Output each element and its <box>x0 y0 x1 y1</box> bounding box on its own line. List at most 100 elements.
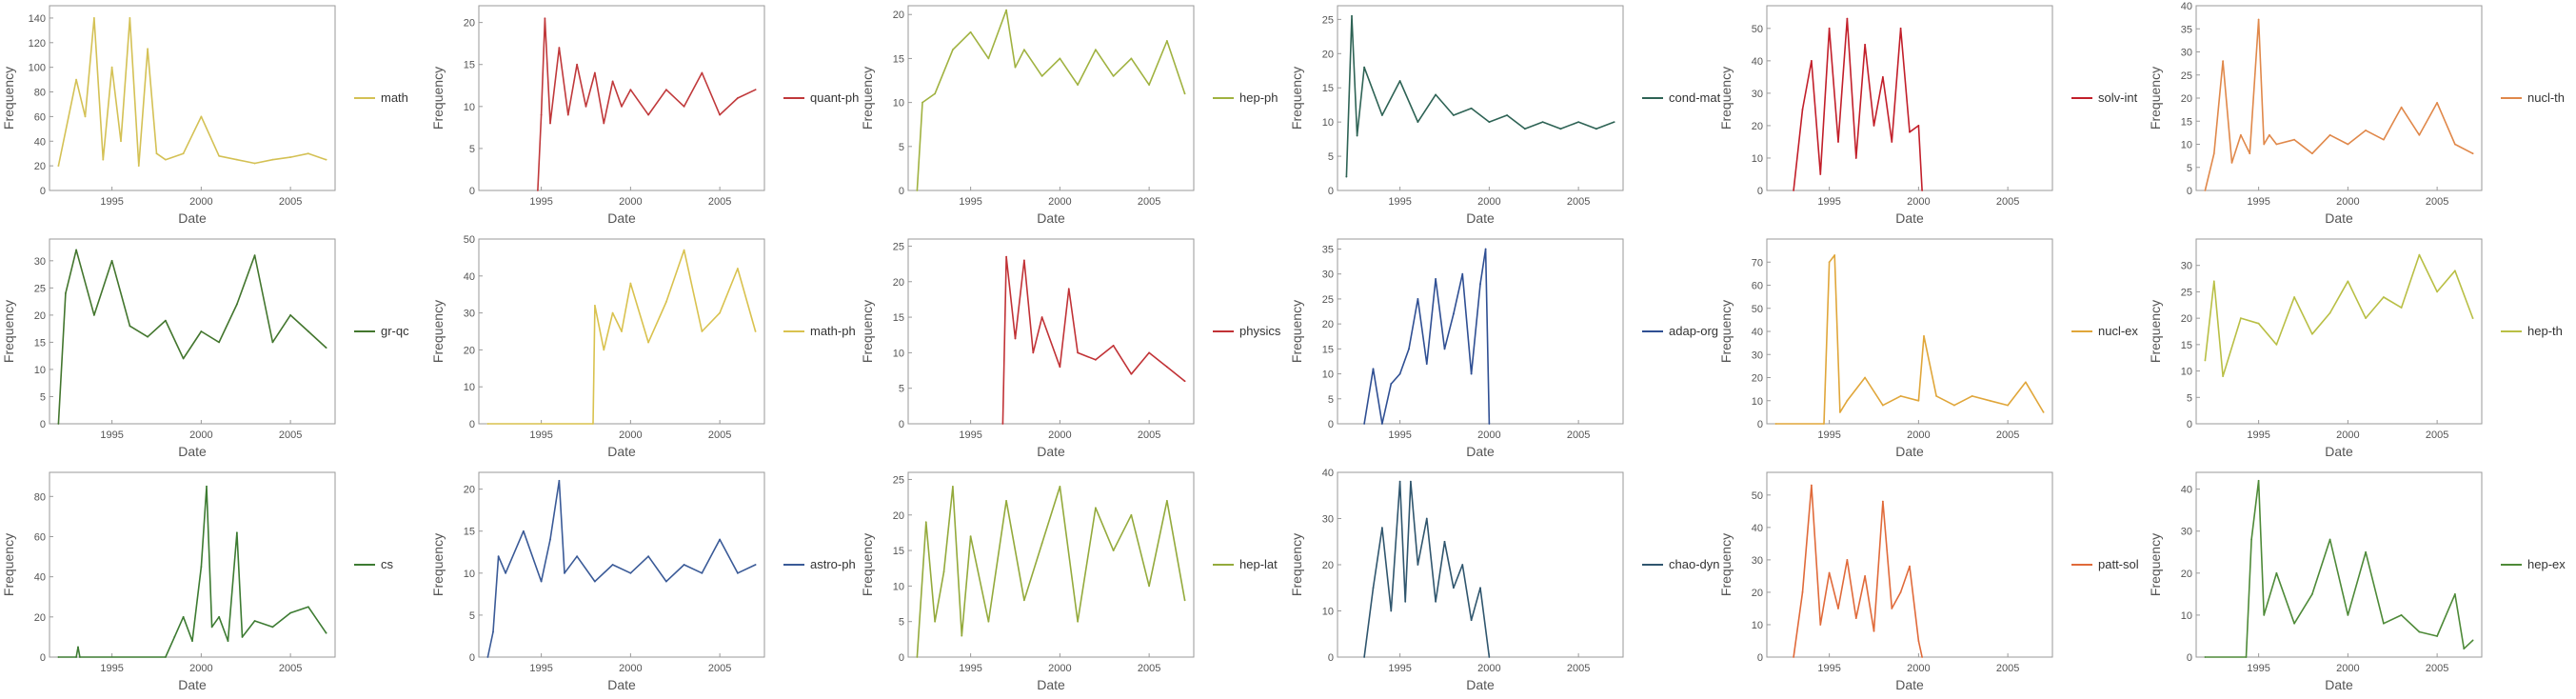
data-point <box>593 580 596 583</box>
data-point <box>1165 499 1168 502</box>
legend-label: cond-mat <box>1669 90 1721 105</box>
data-point <box>1059 486 1061 488</box>
data-point <box>271 626 274 629</box>
data-point <box>701 330 703 332</box>
x-tick-label: 2000 <box>619 663 642 674</box>
y-tick-label: 0 <box>469 186 475 197</box>
y-tick-label: 20 <box>1322 560 1334 571</box>
y-tick-label: 40 <box>1752 327 1763 338</box>
data-point <box>1380 527 1383 529</box>
data-point <box>227 640 229 643</box>
legend-label: chao-dyn <box>1669 557 1719 571</box>
data-point <box>325 158 327 161</box>
data-point <box>1917 640 1920 642</box>
data-point <box>2275 571 2278 574</box>
x-tick-label: 1995 <box>1388 663 1411 674</box>
y-tick-label: 25 <box>2181 287 2192 298</box>
data-point <box>1833 254 1836 256</box>
data-point <box>522 529 525 532</box>
data-point <box>200 115 203 118</box>
data-point <box>505 571 507 574</box>
x-tick-label: 2000 <box>1048 429 1071 441</box>
legend-label: hep-ph <box>1239 90 1278 105</box>
data-point <box>182 152 185 155</box>
x-tick-label: 2000 <box>189 196 212 208</box>
y-tick-label: 100 <box>29 63 46 74</box>
data-point <box>1479 587 1481 589</box>
data-point <box>1001 423 1004 425</box>
data-point <box>1112 549 1115 551</box>
data-point <box>754 89 757 91</box>
data-point <box>1488 656 1491 658</box>
x-axis-label: Date <box>1037 677 1065 692</box>
data-point <box>611 80 614 83</box>
data-point <box>1470 619 1473 622</box>
legend-label: adap-org <box>1669 324 1718 338</box>
data-point <box>1952 404 1955 407</box>
data-point <box>951 49 954 51</box>
data-point <box>1828 571 1831 574</box>
x-tick-label: 2000 <box>1477 663 1500 674</box>
y-tick-label: 15 <box>2181 340 2192 351</box>
y-tick-label: 20 <box>893 277 904 289</box>
y-axis-label: Frequency <box>1 300 16 363</box>
x-tick-label: 2000 <box>189 663 212 674</box>
x-tick-label: 1995 <box>100 663 123 674</box>
data-point <box>2347 143 2349 146</box>
data-point <box>191 640 193 643</box>
data-point <box>1488 121 1491 124</box>
legend-label: math-ph <box>810 324 856 338</box>
y-tick-label: 40 <box>34 572 46 584</box>
series-line-cond-mat <box>1345 15 1615 177</box>
chart-panel-chao-dyn: 0 10 20 30 40 1995 2000 2005 Date Frequency chao-d… <box>1289 468 1719 692</box>
data-point <box>129 17 131 19</box>
y-tick-label: 35 <box>2181 24 2192 35</box>
y-tick-label: 40 <box>1322 468 1334 479</box>
data-point <box>1112 345 1115 347</box>
data-point <box>325 347 327 350</box>
data-point <box>1094 358 1097 361</box>
y-tick-label: 5 <box>469 610 475 622</box>
legend-label: cs <box>381 557 394 571</box>
data-point <box>2212 152 2215 155</box>
y-axis-label: Frequency <box>1 67 16 130</box>
y-tick-label: 5 <box>40 391 46 403</box>
chart-panel-adap-org: 0 5 10 15 20 25 30 35 1995 2000 2005 Date Frequency a… <box>1289 238 1718 459</box>
data-point <box>1484 248 1487 250</box>
data-point <box>2293 622 2296 625</box>
series-line-hep-ph <box>916 9 1186 191</box>
data-point <box>2204 656 2207 658</box>
x-tick-label: 2000 <box>1907 429 1930 441</box>
plot-frame <box>907 238 1195 425</box>
data-point <box>611 564 614 566</box>
x-tick-label: 2005 <box>1996 196 2019 208</box>
data-point <box>540 113 543 116</box>
data-point <box>307 606 309 609</box>
data-point <box>1923 334 1925 337</box>
data-point <box>621 330 623 332</box>
data-point <box>647 113 650 116</box>
data-point <box>1380 114 1383 116</box>
data-point <box>1873 629 1875 632</box>
x-axis-label: Date <box>1895 210 1924 226</box>
data-point <box>2239 133 2242 136</box>
data-point <box>137 165 140 168</box>
data-point <box>2222 60 2225 63</box>
data-point <box>736 268 739 270</box>
data-point <box>1443 540 1446 543</box>
data-point <box>2212 280 2215 283</box>
y-tick-label: 10 <box>1322 607 1334 618</box>
plot-frame <box>478 238 765 425</box>
data-point <box>1838 410 1841 413</box>
y-tick-label: 10 <box>2181 140 2192 151</box>
data-point <box>1372 368 1375 370</box>
x-tick-label: 2000 <box>189 429 212 441</box>
y-tick-label: 0 <box>40 652 46 664</box>
data-point <box>2347 614 2349 616</box>
data-point <box>2042 410 2045 413</box>
x-axis-label: Date <box>607 677 636 692</box>
legend-label: physics <box>1239 324 1281 338</box>
data-point <box>1380 423 1383 425</box>
data-point <box>1909 130 1911 133</box>
data-point <box>235 303 238 306</box>
